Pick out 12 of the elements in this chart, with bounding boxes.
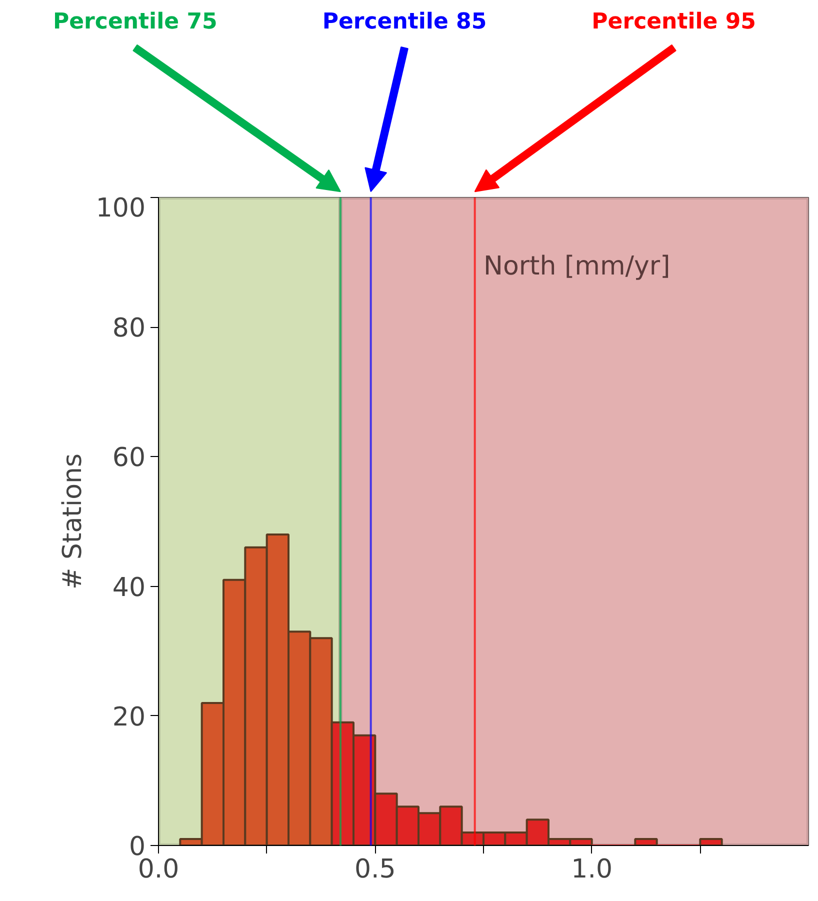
x-tick-label: 1.0 — [571, 854, 613, 884]
y-axis-title: # Stations — [58, 453, 88, 590]
y-tick-label: 60 — [112, 443, 146, 474]
ref-line-label: Percentile 75 — [53, 10, 218, 35]
x-tick-label: 0.5 — [354, 854, 396, 884]
y-tick-label: 40 — [112, 572, 146, 603]
y-tick-label: 80 — [112, 314, 146, 344]
ref-line-label: Percentile 95 — [592, 10, 756, 35]
ref-line-label: Percentile 85 — [322, 10, 487, 35]
y-tick-label: 100 — [96, 194, 146, 224]
y-tick-label: 20 — [112, 702, 146, 732]
annotation: North [mm/yr] — [484, 252, 670, 282]
